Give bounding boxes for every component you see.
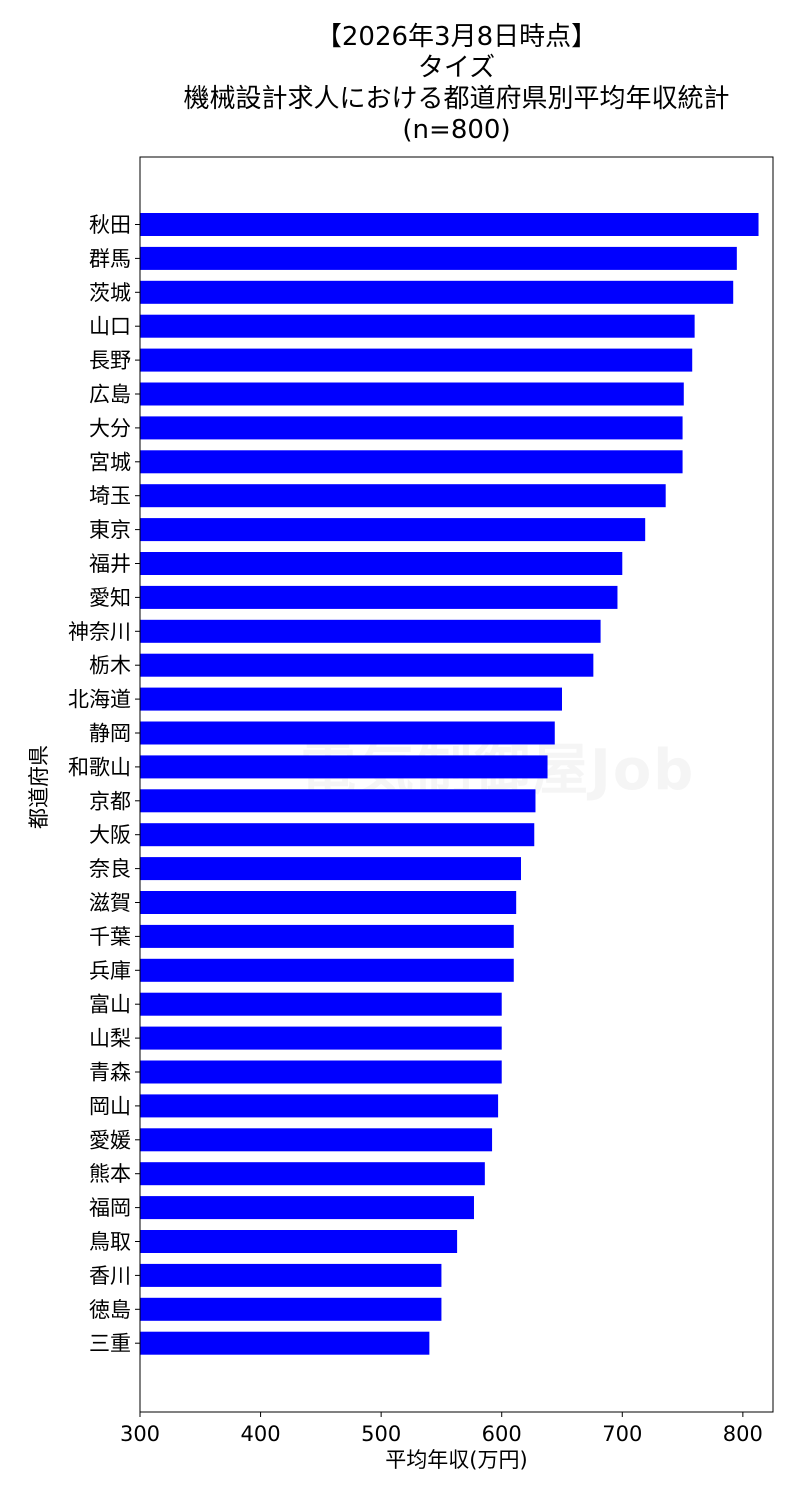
bar xyxy=(140,518,646,542)
bar xyxy=(140,484,666,508)
y-tick-label: 千葉 xyxy=(89,925,131,949)
x-tick-label: 700 xyxy=(602,1422,642,1446)
y-tick-label: 北海道 xyxy=(68,688,131,712)
bar xyxy=(140,823,535,847)
bar xyxy=(140,958,514,982)
y-tick-label: 和歌山 xyxy=(68,755,131,779)
y-tick-label: 栃木 xyxy=(89,654,131,678)
bar xyxy=(140,1128,493,1152)
y-tick-label: 大分 xyxy=(89,416,131,440)
y-tick-label: 宮城 xyxy=(89,450,131,474)
x-tick-label: 400 xyxy=(241,1422,281,1446)
bar xyxy=(140,552,623,575)
bar xyxy=(140,1263,442,1287)
bar xyxy=(140,450,683,474)
y-tick-label: 岡山 xyxy=(89,1094,131,1118)
y-tick-label: 神奈川 xyxy=(68,620,131,644)
y-tick-label: 群馬 xyxy=(89,247,131,271)
bar xyxy=(140,1094,499,1118)
y-tick-label: 静岡 xyxy=(89,722,131,746)
bar xyxy=(140,1230,458,1253)
bar xyxy=(140,382,684,406)
bar xyxy=(140,213,759,236)
x-tick-label: 500 xyxy=(361,1422,401,1446)
bar xyxy=(140,653,594,677)
chart-title-company: タイズ xyxy=(417,53,496,83)
bar xyxy=(140,789,536,813)
y-tick-label: 愛媛 xyxy=(89,1128,131,1152)
x-axis-label: 平均年収(万円) xyxy=(385,1448,527,1472)
y-tick-label: 三重 xyxy=(89,1332,131,1356)
x-tick-label: 300 xyxy=(120,1422,160,1446)
y-tick-label: 大阪 xyxy=(89,823,131,847)
y-tick-label: 熊本 xyxy=(89,1162,131,1186)
chart-title-sample-size: (n=800) xyxy=(402,115,511,145)
y-tick-label: 福井 xyxy=(89,552,131,576)
bar xyxy=(140,687,562,711)
y-tick-label: 長野 xyxy=(89,349,131,373)
bar xyxy=(140,585,618,609)
bar xyxy=(140,721,555,745)
bar xyxy=(140,1060,502,1084)
chart-title-date: 【2026年3月8日時点】 xyxy=(315,22,598,52)
y-tick-label: 京都 xyxy=(89,789,131,813)
bar xyxy=(140,1196,474,1220)
bar xyxy=(140,314,695,338)
y-tick-label: 徳島 xyxy=(89,1298,131,1322)
y-tick-label: 福岡 xyxy=(89,1196,131,1220)
bar xyxy=(140,619,601,643)
bar xyxy=(140,1162,485,1186)
chart-title-main: 機械設計求人における都道府県別平均年収統計 xyxy=(183,84,730,114)
bar xyxy=(140,348,693,372)
bar xyxy=(140,891,517,914)
bar xyxy=(140,246,737,270)
y-tick-label: 香川 xyxy=(89,1264,131,1288)
bar xyxy=(140,1297,442,1321)
chart-title: 【2026年3月8日時点】 タイズ 機械設計求人における都道府県別平均年収統計 … xyxy=(140,22,773,146)
y-tick-label: 山口 xyxy=(89,315,131,339)
x-tick-label: 600 xyxy=(482,1422,522,1446)
y-tick-label: 富山 xyxy=(89,993,131,1017)
y-tick-label: 東京 xyxy=(89,518,131,542)
y-tick-label: 埼玉 xyxy=(89,484,131,508)
bar xyxy=(140,1026,502,1050)
y-tick-label: 広島 xyxy=(89,383,131,407)
bar xyxy=(140,857,522,881)
bar xyxy=(140,280,734,304)
bar xyxy=(140,992,502,1016)
y-tick-label: 奈良 xyxy=(89,857,131,881)
y-tick-label: 兵庫 xyxy=(89,959,131,983)
y-axis-label: 都道府県 xyxy=(27,745,51,829)
x-tick-label: 800 xyxy=(723,1422,763,1446)
y-tick-label: 青森 xyxy=(89,1061,131,1085)
y-tick-label: 愛知 xyxy=(89,586,131,610)
y-tick-label: 山梨 xyxy=(89,1027,131,1051)
y-tick-label: 滋賀 xyxy=(89,891,131,915)
y-tick-label: 茨城 xyxy=(89,281,131,305)
bar xyxy=(140,416,683,440)
bar xyxy=(140,755,548,779)
plot-frame xyxy=(139,156,774,1413)
y-tick-label: 秋田 xyxy=(89,213,131,237)
y-tick-label: 鳥取 xyxy=(89,1230,131,1254)
bar xyxy=(140,924,514,948)
bar xyxy=(140,1331,430,1355)
